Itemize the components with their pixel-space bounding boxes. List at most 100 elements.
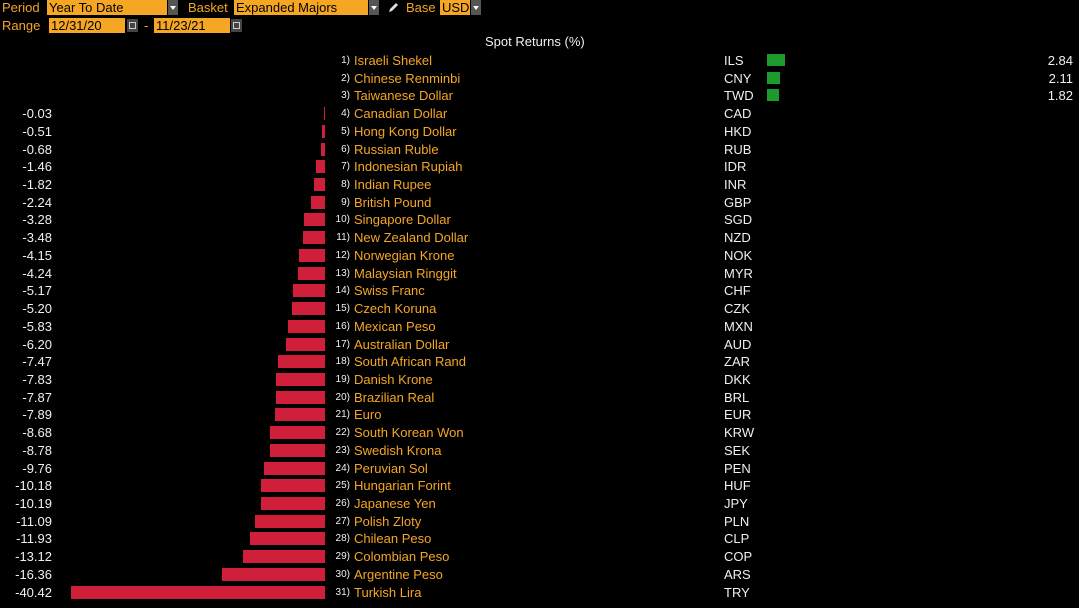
currency-name[interactable]: Taiwanese Dollar (354, 88, 453, 104)
currency-name[interactable]: Hong Kong Dollar (354, 123, 457, 139)
rank-label: 27) (335, 515, 350, 527)
value-label: 2.11 (1048, 70, 1073, 86)
currency-name[interactable]: Turkish Lira (354, 584, 422, 600)
currency-row[interactable]: 20) Brazilian Real BRL -7.87 (0, 389, 1079, 406)
currency-name[interactable]: Hungarian Forint (354, 478, 451, 494)
currency-row[interactable]: 1) Israeli Shekel ILS 2.84 (0, 52, 1079, 69)
currency-name[interactable]: Israeli Shekel (354, 53, 433, 68)
currency-row[interactable]: 27) Polish Zloty PLN -11.09 (0, 513, 1079, 530)
currency-name[interactable]: Colombian Peso (354, 549, 450, 565)
currency-row[interactable]: 24) Peruvian Sol PEN -9.76 (0, 460, 1079, 477)
currency-code: CAD (724, 106, 752, 122)
period-select[interactable]: Year To Date (47, 0, 167, 15)
currency-row[interactable]: 23) Swedish Krona SEK -8.78 (0, 442, 1079, 459)
currency-name[interactable]: Canadian Dollar (354, 106, 448, 122)
currency-name[interactable]: Indonesian Rupiah (354, 159, 463, 175)
rank-label: 23) (335, 444, 350, 456)
currency-row[interactable]: 3) Taiwanese Dollar TWD 1.82 (0, 87, 1079, 104)
currency-name[interactable]: British Pound (354, 194, 432, 210)
value-label: -10.18 (15, 478, 52, 494)
basket-dropdown-icon[interactable] (369, 0, 379, 15)
currency-row[interactable]: 11) New Zealand Dollar NZD -3.48 (0, 229, 1079, 246)
range-end-calendar-icon[interactable] (231, 19, 242, 32)
negative-bar (275, 390, 325, 404)
rank-label: 9) (341, 196, 350, 208)
currency-row[interactable]: 13) Malaysian Ringgit MYR -4.24 (0, 265, 1079, 282)
currency-name[interactable]: Argentine Peso (354, 566, 443, 582)
currency-name[interactable]: South Korean Won (354, 425, 464, 441)
currency-name[interactable]: Brazilian Real (354, 389, 435, 405)
currency-name[interactable]: Indian Rupee (354, 177, 432, 193)
rank-label: 29) (335, 551, 350, 563)
currency-row[interactable]: 17) Australian Dollar AUD -6.20 (0, 336, 1079, 353)
positive-bar (767, 54, 785, 66)
rank-label: 30) (335, 568, 350, 580)
rank-label: 15) (335, 303, 350, 315)
currency-row[interactable]: 4) Canadian Dollar CAD -0.03 (0, 105, 1079, 122)
value-label: -16.36 (15, 566, 52, 582)
period-dropdown-icon[interactable] (168, 0, 178, 15)
currency-row[interactable]: 21) Euro EUR -7.89 (0, 406, 1079, 423)
currency-row[interactable]: 19) Danish Krone DKK -7.83 (0, 371, 1079, 388)
currency-code: CHF (724, 283, 751, 299)
currency-name[interactable]: Australian Dollar (354, 336, 450, 352)
currency-row[interactable]: 10) Singapore Dollar SGD -3.28 (0, 211, 1079, 228)
range-start-calendar-icon[interactable] (127, 19, 138, 32)
currency-row[interactable]: 14) Swiss Franc CHF -5.17 (0, 282, 1079, 299)
currency-name[interactable]: Malaysian Ringgit (354, 265, 457, 281)
currency-row[interactable]: 6) Russian Ruble RUB -0.68 (0, 141, 1079, 158)
base-select[interactable]: USD (440, 0, 470, 15)
currency-row[interactable]: 15) Czech Koruna CZK -5.20 (0, 300, 1079, 317)
currency-name[interactable]: Chinese Renminbi (354, 70, 461, 86)
currency-row[interactable]: 2) Chinese Renminbi CNY 2.11 (0, 70, 1079, 87)
currency-name[interactable]: Russian Ruble (354, 141, 439, 157)
currency-name[interactable]: Czech Koruna (354, 301, 437, 317)
currency-row[interactable]: 9) British Pound GBP -2.24 (0, 194, 1079, 211)
negative-bar (270, 426, 325, 440)
range-end-input[interactable]: 11/23/21 (154, 18, 230, 33)
currency-name[interactable]: Norwegian Krone (354, 247, 455, 263)
currency-row[interactable]: 31) Turkish Lira TRY -40.42 (0, 584, 1079, 601)
range-start-input[interactable]: 12/31/20 (49, 18, 125, 33)
currency-row[interactable]: 25) Hungarian Forint HUF -10.18 (0, 477, 1079, 494)
negative-bar (298, 248, 325, 262)
currency-row[interactable]: 18) South African Rand ZAR -7.47 (0, 353, 1079, 370)
value-label: -13.12 (15, 549, 52, 565)
value-label: -11.93 (16, 531, 52, 547)
currency-name[interactable]: Danish Krone (354, 371, 433, 387)
rank-label: 31) (335, 586, 350, 598)
currency-name[interactable]: Mexican Peso (354, 318, 436, 334)
currency-code: HUF (724, 478, 751, 494)
currency-row[interactable]: 30) Argentine Peso ARS -16.36 (0, 566, 1079, 583)
currency-row[interactable]: 12) Norwegian Krone NOK -4.15 (0, 247, 1079, 264)
currency-code: TWD (724, 88, 754, 104)
range-separator: - (144, 18, 149, 33)
currency-row[interactable]: 7) Indonesian Rupiah IDR -1.46 (0, 158, 1079, 175)
currency-name[interactable]: South African Rand (354, 354, 467, 370)
currency-code: AUD (724, 336, 752, 352)
currency-row[interactable]: 22) South Korean Won KRW -8.68 (0, 424, 1079, 441)
currency-row[interactable]: 16) Mexican Peso MXN -5.83 (0, 318, 1079, 335)
currency-name[interactable]: Swedish Krona (354, 442, 442, 458)
pencil-icon[interactable] (388, 1, 400, 13)
negative-bar (292, 302, 325, 316)
currency-row[interactable]: 28) Chilean Peso CLP -11.93 (0, 530, 1079, 547)
currency-row[interactable]: 8) Indian Rupee INR -1.82 (0, 176, 1079, 193)
negative-bar (275, 408, 325, 422)
currency-name[interactable]: Swiss Franc (354, 283, 425, 299)
currency-row[interactable]: 5) Hong Kong Dollar HKD -0.51 (0, 123, 1079, 140)
base-dropdown-icon[interactable] (471, 0, 481, 15)
currency-name[interactable]: Euro (354, 407, 382, 423)
currency-name[interactable]: New Zealand Dollar (354, 230, 469, 246)
value-label: -7.47 (22, 354, 52, 370)
basket-select[interactable]: Expanded Majors (234, 0, 368, 15)
currency-name[interactable]: Singapore Dollar (354, 212, 451, 228)
currency-code: GBP (724, 194, 752, 210)
currency-name[interactable]: Peruvian Sol (354, 460, 428, 476)
currency-code: MYR (724, 265, 753, 281)
currency-row[interactable]: 26) Japanese Yen JPY -10.19 (0, 495, 1079, 512)
currency-name[interactable]: Chilean Peso (354, 531, 432, 547)
currency-row[interactable]: 29) Colombian Peso COP -13.12 (0, 548, 1079, 565)
currency-name[interactable]: Japanese Yen (354, 496, 436, 511)
currency-name[interactable]: Polish Zloty (354, 513, 422, 529)
